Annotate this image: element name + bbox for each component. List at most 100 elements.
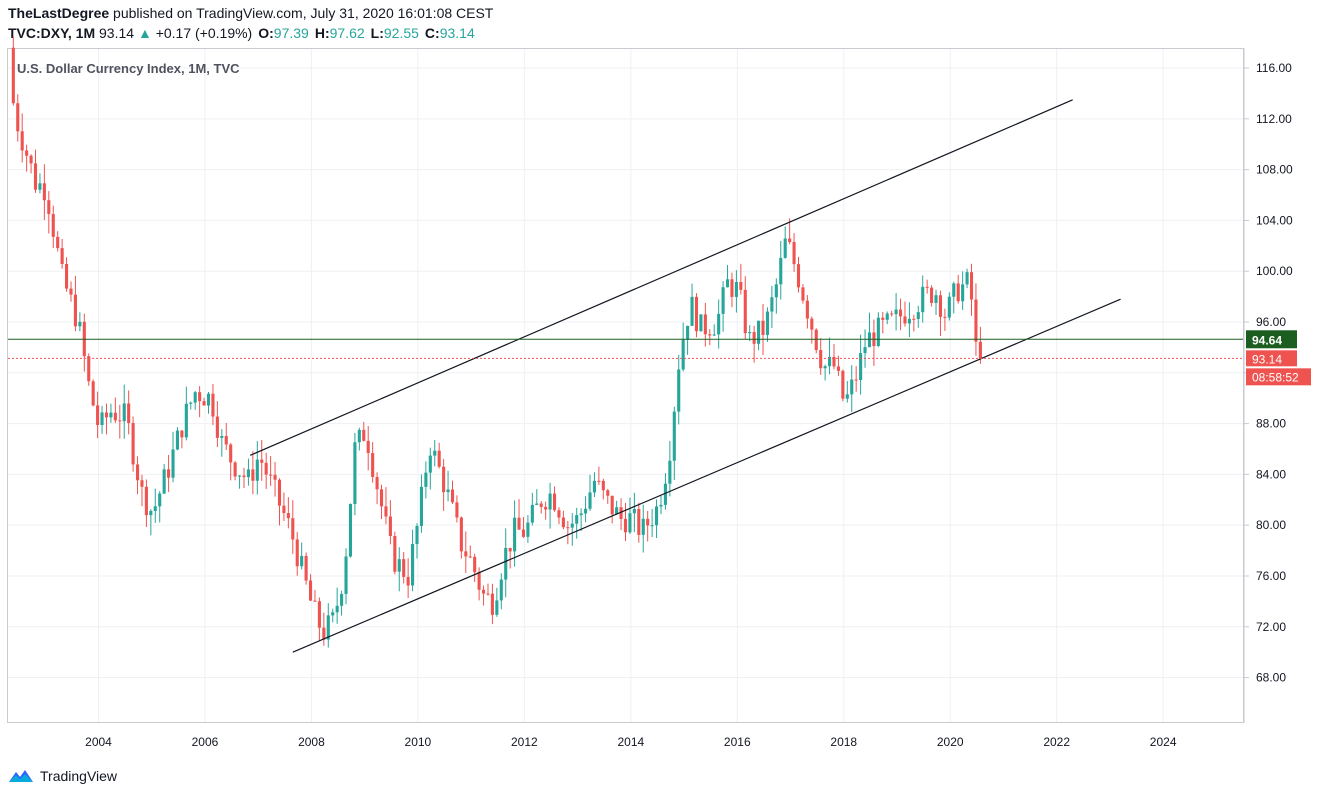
candle-body [455,502,459,518]
candle-body [876,317,880,346]
candle-body [96,405,100,425]
candle-body [819,350,823,369]
candle-body [322,627,326,640]
close-label: C: [424,25,440,41]
candle-body [637,508,641,535]
x-tick-label: 2008 [298,735,325,749]
candle-body [823,366,827,369]
candle-body [699,314,703,332]
candle-body [424,472,428,487]
author-name[interactable]: TheLastDegree [8,5,110,21]
y-tick-label: 84.00 [1256,467,1286,481]
candle-body [947,296,951,318]
candle-body [47,200,51,215]
candle-body [127,403,131,424]
candle-body [934,295,938,303]
candle-body [539,503,543,507]
high-value: 97.62 [329,25,365,41]
channel-trendline [249,99,1073,456]
candle-body [353,442,357,504]
close-value: 93.14 [439,25,475,41]
candle-body [912,318,916,320]
candle-body [233,462,237,477]
candle-body [211,393,215,417]
candle-body [20,131,24,151]
candle-body [703,314,707,335]
candle-body [282,505,286,514]
candle-body [717,313,721,335]
candle-body [393,536,397,572]
candles [11,36,982,648]
candle-body [375,476,379,490]
candle-body [100,412,104,425]
candle-body [442,466,446,493]
level-label-bg [1246,330,1297,349]
candle-body [561,517,565,528]
x-tick-label: 2024 [1150,735,1177,749]
candle-body [916,312,920,319]
candle-body [264,462,268,475]
candle-body [898,309,903,317]
candle-body [295,539,299,567]
x-tick-label: 2016 [724,735,751,749]
x-tick-label: 2018 [830,735,857,749]
candle-body [739,281,743,290]
candle-body [464,551,468,557]
candle-body [770,297,774,312]
candle-body [65,263,69,289]
candle-body [308,580,313,601]
candle-body [623,518,628,533]
candle-body [721,287,725,314]
candle-body [238,475,242,477]
candle-body [437,450,441,467]
candle-body [184,403,188,438]
candle-body [446,489,450,493]
candle-body [810,318,814,330]
candle-body [246,469,250,478]
x-tick-label: 2012 [511,735,538,749]
y-tick-label: 112.00 [1256,112,1292,126]
candle-body [628,513,632,533]
tradingview-footer[interactable]: TradingView [8,768,117,784]
candle-body [60,248,64,264]
candle-body [481,589,486,594]
last-price-label: 93.14 [99,25,135,41]
candle-body [930,287,934,303]
x-tick-label: 2004 [85,735,112,749]
candle-body [907,318,911,324]
candle-body [242,475,246,478]
x-tick-label: 2010 [405,735,432,749]
candle-body [300,555,304,567]
candle-body [291,518,295,540]
candle-body [87,356,91,382]
overlay-lines [8,99,1243,653]
candle-body [828,356,832,367]
candle-body [224,435,228,445]
chart-title: U.S. Dollar Currency Index, 1M, TVC [17,61,240,76]
countdown-label: 08:58:52 [1252,370,1299,384]
candle-body [317,601,321,628]
candle-body [504,547,508,580]
candle-body [78,321,82,327]
candle-body [473,556,477,573]
candle-body [792,242,796,265]
candle-body [668,460,672,484]
candle-body [286,513,290,519]
candle-body [348,503,353,557]
up-arrow-icon: ▲ [137,25,152,41]
candle-body [56,236,60,249]
candle-body [646,518,650,526]
candle-body [193,392,197,403]
candle-body [344,556,348,594]
candle-body [965,272,969,285]
candle-body [29,155,33,164]
candle-body [122,403,126,422]
candle-body [260,459,264,463]
candle-body [859,353,863,381]
candle-body [73,294,77,327]
candle-body [486,593,490,595]
candle-body [885,313,889,320]
candle-body [672,411,676,461]
candle-body [42,183,46,201]
